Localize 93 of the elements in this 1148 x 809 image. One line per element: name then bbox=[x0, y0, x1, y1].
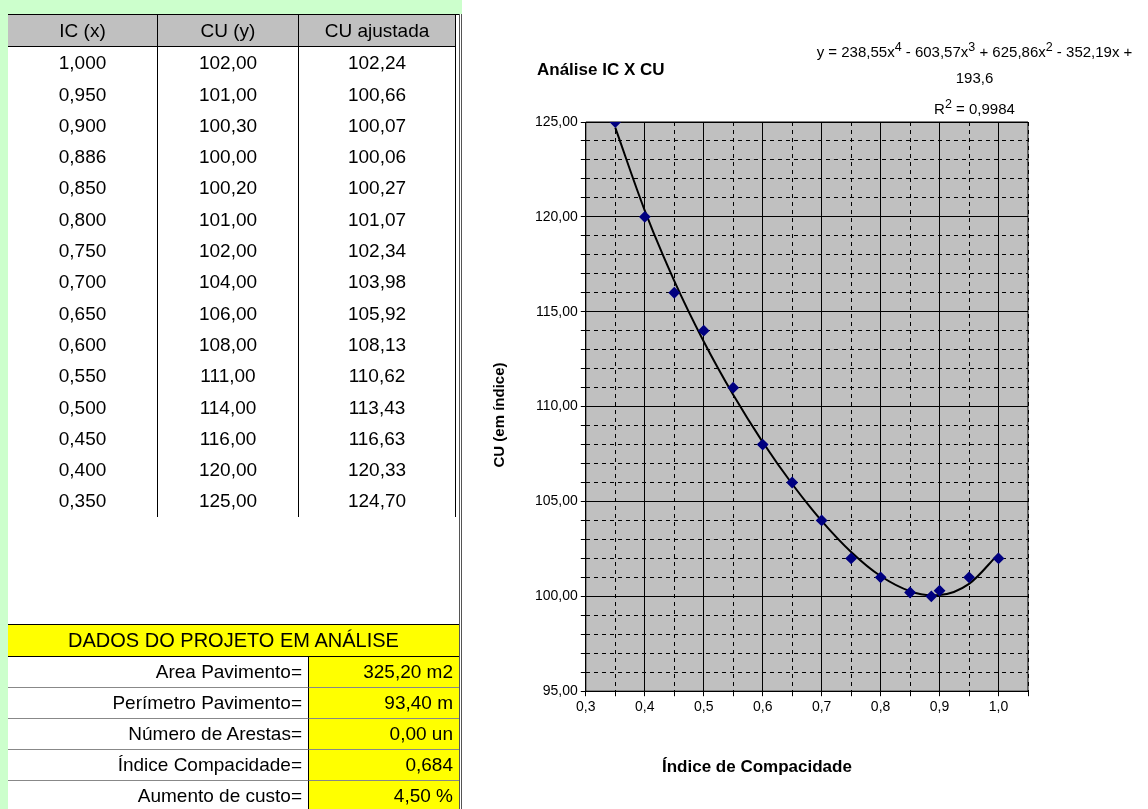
text: 0,450 bbox=[8, 422, 158, 455]
text: 0,550 bbox=[8, 360, 158, 392]
y-tick-label: 115,00 bbox=[536, 302, 579, 319]
point bbox=[698, 325, 710, 337]
text: 0,650 bbox=[8, 297, 158, 329]
point bbox=[904, 587, 916, 599]
text: 0,00 un bbox=[308, 719, 459, 750]
text: 0,600 bbox=[8, 328, 158, 361]
text: 0,800 bbox=[8, 203, 158, 236]
point bbox=[845, 552, 857, 564]
text: 325,20 m2 bbox=[308, 657, 459, 688]
text: 101,00 bbox=[158, 203, 299, 236]
point bbox=[875, 571, 887, 583]
text: y = 238,55x$^{4}$ - 603,57x$^{3}$ + 625,86x$^{2}$ - 352,19x + 193,6 bbox=[816, 40, 1133, 86]
x-tick-label: 1,0 bbox=[988, 698, 1009, 715]
text: 0,850 bbox=[8, 172, 158, 204]
text: 0,684 bbox=[308, 750, 459, 781]
text: 0,700 bbox=[8, 266, 158, 298]
text: IC (x) bbox=[8, 15, 158, 48]
chart-title: Análise IC X CU bbox=[537, 60, 665, 80]
y-axis-title: CU (em índice) bbox=[489, 362, 507, 468]
text: 93,40 m bbox=[308, 688, 459, 719]
text: 113,43 bbox=[299, 391, 456, 423]
point bbox=[934, 585, 946, 597]
text: 120,00 bbox=[158, 454, 299, 486]
text: 108,13 bbox=[299, 328, 456, 361]
y-tick-label: 95,00 bbox=[542, 682, 579, 699]
x-tick-label: 0,4 bbox=[635, 698, 655, 715]
text: 0,950 bbox=[8, 78, 158, 110]
x-tick-label: 0,8 bbox=[870, 698, 891, 715]
text: 102,24 bbox=[299, 47, 456, 79]
text: 4,50 % bbox=[308, 781, 459, 809]
text: 102,00 bbox=[158, 47, 299, 79]
point bbox=[639, 211, 651, 223]
x-axis-title: Índice de Compacidade bbox=[662, 757, 852, 777]
text: 125,00 bbox=[158, 485, 299, 517]
text: 110,62 bbox=[299, 360, 456, 392]
point bbox=[786, 476, 798, 488]
text: 108,00 bbox=[158, 328, 299, 361]
x-tick-label: 0,7 bbox=[811, 698, 832, 715]
text: CU ajustada bbox=[299, 15, 456, 48]
y-tick-label: 120,00 bbox=[534, 207, 579, 224]
text: 101,00 bbox=[158, 78, 299, 110]
text: 0,500 bbox=[8, 391, 158, 423]
text: 0,900 bbox=[8, 109, 158, 142]
text: 106,00 bbox=[158, 297, 299, 329]
point bbox=[993, 552, 1005, 564]
x-tick-label: 0,5 bbox=[694, 698, 714, 715]
x-tick-label: 0,9 bbox=[929, 698, 950, 715]
text: 105,92 bbox=[299, 297, 456, 329]
y-tick-label: 125,00 bbox=[534, 112, 579, 129]
text: Perímetro Pavimento= bbox=[8, 688, 308, 719]
text: Aumento de custo= bbox=[8, 781, 308, 809]
text: CU (y) bbox=[158, 15, 299, 48]
x-tick-label: 0,3 bbox=[576, 698, 596, 715]
text: 100,20 bbox=[158, 172, 299, 204]
text: 111,00 bbox=[158, 360, 299, 392]
text: 104,00 bbox=[158, 266, 299, 298]
point bbox=[963, 571, 975, 583]
text: 100,27 bbox=[299, 172, 456, 204]
text: 0,350 bbox=[8, 485, 158, 517]
text: 100,66 bbox=[299, 78, 456, 110]
text: 114,00 bbox=[158, 391, 299, 423]
text: 100,30 bbox=[158, 109, 299, 142]
text: 124,70 bbox=[299, 485, 456, 517]
text: 116,00 bbox=[158, 422, 299, 455]
text: DADOS DO PROJETO EM ANÁLISE bbox=[8, 624, 459, 657]
text: Número de Arestas= bbox=[8, 719, 308, 750]
text: 0,886 bbox=[8, 141, 158, 173]
point bbox=[925, 590, 937, 602]
text: 102,00 bbox=[158, 235, 299, 267]
text: 102,34 bbox=[299, 235, 456, 267]
y-tick-label: 105,00 bbox=[534, 492, 579, 509]
text: 116,63 bbox=[299, 422, 456, 455]
text: 1,000 bbox=[8, 47, 158, 79]
point bbox=[816, 514, 828, 526]
text: 100,00 bbox=[158, 141, 299, 173]
text: 120,33 bbox=[299, 454, 456, 486]
text: R$^{2}$ = 0,9984 bbox=[934, 97, 1015, 117]
y-tick-label: 110,00 bbox=[536, 397, 579, 414]
text: Area Pavimento= bbox=[8, 657, 308, 688]
text: 0,750 bbox=[8, 235, 158, 267]
text: 0,400 bbox=[8, 454, 158, 486]
x-tick-label: 0,6 bbox=[752, 698, 773, 715]
text: 101,07 bbox=[299, 203, 456, 236]
text: 103,98 bbox=[299, 266, 456, 298]
point bbox=[727, 382, 739, 394]
point bbox=[757, 439, 769, 451]
text: 100,07 bbox=[299, 109, 456, 142]
text: Índice Compacidade= bbox=[8, 750, 308, 781]
point bbox=[668, 287, 680, 299]
y-tick-label: 100,00 bbox=[534, 587, 579, 604]
text: 100,06 bbox=[299, 141, 456, 173]
